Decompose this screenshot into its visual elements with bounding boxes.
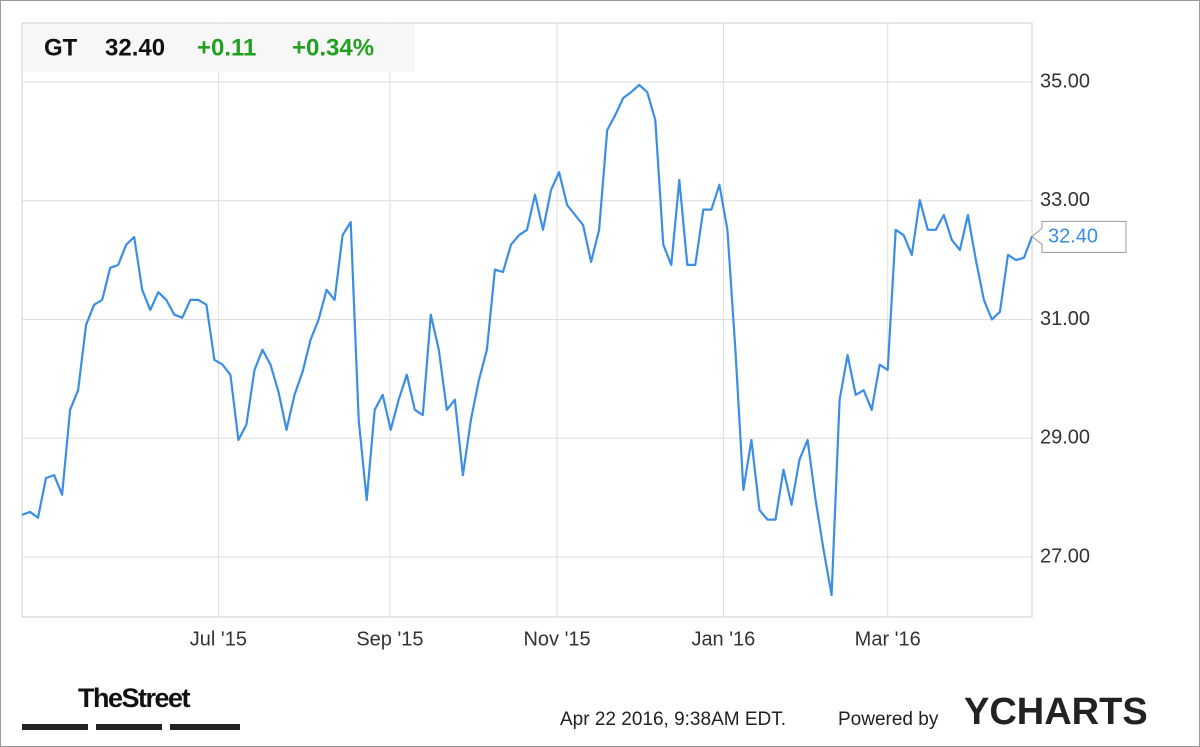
y-tick-label: 29.00 xyxy=(1040,427,1090,449)
change: +0.11 xyxy=(197,34,256,61)
last-value-label: 32.40 xyxy=(1048,226,1098,248)
y-tick-label: 27.00 xyxy=(1040,545,1090,567)
brand: YCHARTS xyxy=(964,691,1148,733)
header-box xyxy=(23,24,415,72)
y-tick-label: 31.00 xyxy=(1040,308,1090,330)
x-tick-label: Mar '16 xyxy=(855,628,921,650)
y-tick-label: 33.00 xyxy=(1040,189,1090,211)
logo-bar xyxy=(170,724,240,730)
powered-by: Powered by xyxy=(838,709,939,730)
y-tick-label: 35.00 xyxy=(1040,70,1090,92)
x-tick-label: Nov '15 xyxy=(523,628,590,650)
symbol: GT xyxy=(44,34,78,61)
x-tick-label: Jan '16 xyxy=(691,628,755,650)
logo-bar xyxy=(22,724,88,730)
source-logo: TheStreet xyxy=(78,683,191,713)
logo-bar xyxy=(96,724,162,730)
x-tick-label: Sep '15 xyxy=(356,628,423,650)
price: 32.40 xyxy=(105,34,165,61)
last-value-box xyxy=(1031,220,1127,253)
series xyxy=(21,83,1034,597)
grid xyxy=(22,23,1032,617)
price-line xyxy=(21,83,1034,597)
x-tick-label: Jul '15 xyxy=(190,628,247,650)
change-pct: +0.34% xyxy=(292,34,374,61)
timestamp: Apr 22 2016, 9:38AM EDT. xyxy=(560,709,786,730)
